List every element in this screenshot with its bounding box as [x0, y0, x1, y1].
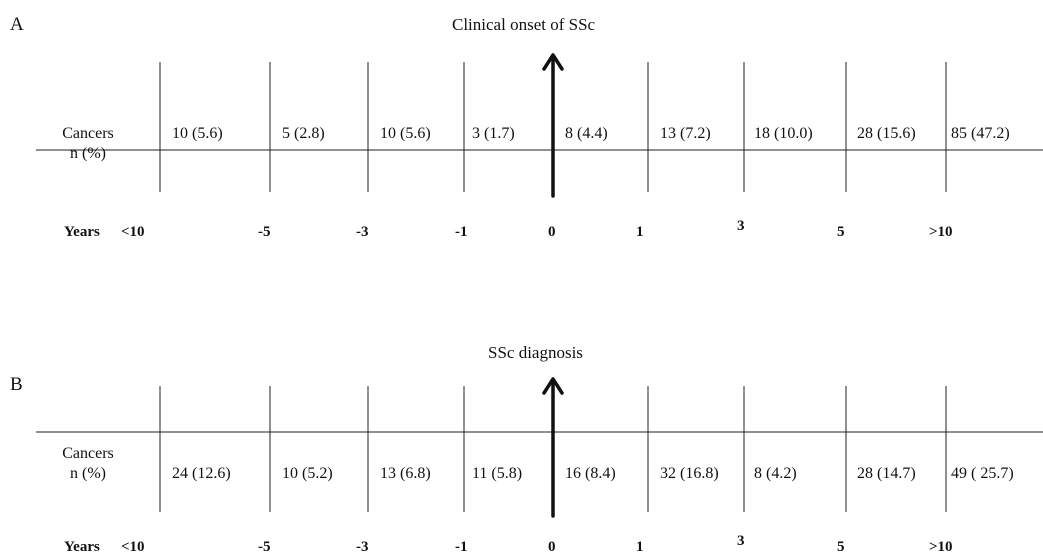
tick-label: <10	[121, 539, 145, 555]
cancer-count-cell: 28 (14.7)	[857, 465, 916, 482]
cancer-count-cell: 32 (16.8)	[660, 465, 719, 482]
axis-label: Years	[64, 539, 100, 555]
cancer-count-cell: 8 (4.2)	[754, 465, 797, 482]
tick-label: -5	[258, 539, 271, 555]
cancer-count-cell: 3 (1.7)	[472, 125, 515, 142]
cancer-count-cell: 28 (15.6)	[857, 125, 916, 142]
axis-label: Years	[64, 224, 100, 240]
tick-label: 5	[837, 224, 845, 240]
cancer-count-cell: 24 (12.6)	[172, 465, 231, 482]
cancer-count-cell: 13 (7.2)	[660, 125, 711, 142]
panel-title: SSc diagnosis	[488, 343, 583, 362]
row-label: Cancers	[62, 125, 114, 142]
cancer-count-cell: 85 (47.2)	[951, 125, 1010, 142]
tick-label: -1	[455, 224, 468, 240]
cancer-count-cell: 8 (4.4)	[565, 125, 608, 142]
tick-label: <10	[121, 224, 145, 240]
panel-letter: B	[10, 374, 23, 395]
tick-label: 1	[636, 224, 644, 240]
tick-label: 0	[548, 539, 556, 555]
panel-letter: A	[10, 14, 24, 35]
tick-label: -3	[356, 539, 369, 555]
cancer-count-cell: 10 (5.6)	[380, 125, 431, 142]
tick-label: 3	[737, 218, 745, 234]
tick-label: 1	[636, 539, 644, 555]
panel-title: Clinical onset of SSc	[452, 15, 596, 34]
cancer-count-cell: 11 (5.8)	[472, 465, 522, 482]
onset-arrow-icon	[542, 53, 564, 71]
tick-label: -5	[258, 224, 271, 240]
tick-label: 0	[548, 224, 556, 240]
cancer-count-cell: 5 (2.8)	[282, 125, 325, 142]
cancer-count-cell: 49 ( 25.7)	[951, 465, 1014, 482]
cancer-count-cell: 10 (5.6)	[172, 125, 223, 142]
cancer-count-cell: 18 (10.0)	[754, 125, 813, 142]
cancer-count-cell: 16 (8.4)	[565, 465, 616, 482]
tick-label: 5	[837, 539, 845, 555]
tick-label: 3	[737, 533, 745, 549]
onset-arrow-icon	[542, 377, 564, 395]
cancer-count-cell: 10 (5.2)	[282, 465, 333, 482]
tick-label: >10	[929, 224, 953, 240]
tick-label: -3	[356, 224, 369, 240]
tick-label: -1	[455, 539, 468, 555]
row-label: n (%)	[70, 465, 106, 482]
cancer-count-cell: 13 (6.8)	[380, 465, 431, 482]
row-label: n (%)	[70, 145, 106, 162]
tick-label: >10	[929, 539, 953, 555]
row-label: Cancers	[62, 445, 114, 462]
